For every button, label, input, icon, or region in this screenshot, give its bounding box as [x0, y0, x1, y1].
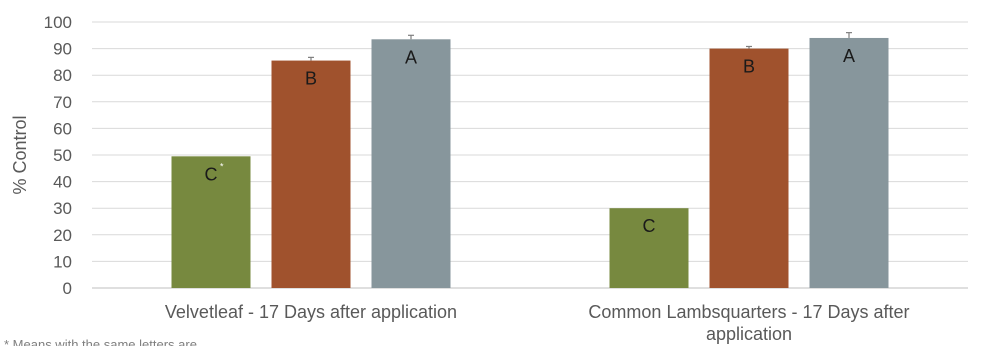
bar-letter-label: B [743, 57, 755, 77]
y-tick-label: 20 [53, 226, 72, 245]
bar-letter-label: B [305, 69, 317, 89]
y-tick-label: 40 [53, 173, 72, 192]
bar-letter-label: C [205, 164, 218, 184]
bars [171, 37, 889, 289]
bar [271, 60, 351, 288]
x-category-label: Velvetleaf - 17 Days after application [165, 302, 457, 322]
y-tick-label: 90 [53, 40, 72, 59]
y-axis-ticks: 0 10 20 30 40 50 60 70 80 90 100 [44, 13, 72, 298]
y-tick-label: 0 [63, 279, 72, 298]
y-tick-label: 30 [53, 199, 72, 218]
y-tick-label: 70 [53, 93, 72, 112]
x-category-label: application [706, 324, 792, 344]
bar-letter-label: A [405, 47, 417, 67]
footnote: * Means with the same letters are [4, 337, 197, 346]
y-tick-label: 80 [53, 66, 72, 85]
bar [609, 208, 689, 288]
bar [171, 156, 251, 288]
x-axis-categories: Velvetleaf - 17 Days after application Co… [165, 302, 910, 344]
bar-label-superscript: * [220, 161, 224, 171]
bar [709, 48, 789, 288]
y-tick-label: 100 [44, 13, 72, 32]
y-tick-label: 50 [53, 146, 72, 165]
bar-letter-label: C [643, 216, 656, 236]
bar-letter-label: A [843, 46, 855, 66]
y-tick-label: 60 [53, 119, 72, 138]
y-tick-label: 10 [53, 252, 72, 271]
x-category-label: Common Lambsquarters - 17 Days after [588, 302, 909, 322]
bar [809, 37, 889, 289]
y-axis-label: % Control [10, 115, 30, 194]
error-bars [308, 32, 852, 61]
bar [371, 39, 451, 288]
